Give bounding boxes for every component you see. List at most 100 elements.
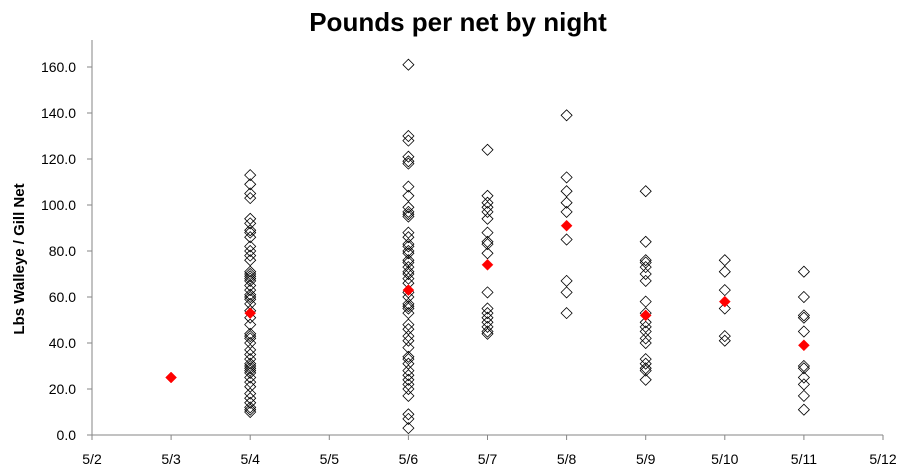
data-point [244, 231, 257, 244]
data-point [244, 226, 257, 239]
data-point [402, 208, 415, 221]
data-point [639, 274, 652, 287]
data-point [639, 267, 652, 281]
data-point [481, 286, 494, 299]
mean-point [639, 309, 652, 322]
data-point [244, 405, 257, 419]
data-point [797, 371, 810, 384]
data-point [481, 196, 494, 209]
data-point [481, 311, 494, 324]
data-point [481, 325, 494, 338]
data-point [402, 150, 415, 163]
data-point [244, 169, 257, 182]
data-point [244, 327, 257, 340]
data-point [244, 212, 257, 225]
data-point [244, 265, 257, 278]
data-point [402, 357, 415, 370]
data-point [481, 189, 494, 202]
data-point [481, 247, 494, 260]
data-point [560, 307, 573, 320]
y-tick-label: 80.0 [49, 243, 76, 259]
data-point [402, 58, 415, 71]
data-point [402, 180, 415, 193]
data-point [639, 373, 652, 386]
data-point [402, 364, 415, 377]
data-point [402, 210, 415, 223]
data-point [402, 382, 415, 396]
data-point [797, 362, 810, 375]
data-point [244, 192, 257, 205]
data-point [481, 238, 494, 251]
data-point [402, 201, 415, 214]
mean-point [165, 371, 177, 384]
data-point [244, 371, 257, 384]
x-tick-label: 5/8 [557, 451, 577, 467]
data-point [560, 233, 573, 246]
y-axis-label: Lbs Walleye / Gill Net [11, 183, 28, 334]
data-point [244, 249, 257, 262]
data-point [244, 357, 257, 370]
data-point [402, 412, 415, 425]
data-point [244, 330, 257, 343]
data-point [402, 267, 415, 281]
data-point [244, 187, 257, 200]
y-tick-label: 120.0 [41, 151, 76, 167]
x-tick-label: 5/9 [636, 451, 656, 467]
y-tick-label: 0.0 [57, 427, 77, 443]
data-point [560, 196, 573, 209]
axes [87, 40, 884, 440]
data-point [402, 129, 415, 143]
chart-title: Pounds per net by night [309, 7, 607, 37]
data-point [244, 178, 257, 191]
data-point [481, 302, 494, 315]
data-point [402, 302, 415, 315]
data-points [165, 58, 810, 435]
data-point [244, 274, 257, 287]
data-point [402, 323, 415, 336]
data-point [244, 396, 257, 409]
x-tick-label: 5/5 [320, 451, 340, 467]
data-point [244, 240, 257, 253]
data-point [560, 286, 573, 299]
data-point [797, 290, 810, 304]
data-point [402, 238, 415, 251]
data-point [402, 334, 415, 347]
data-point [481, 143, 494, 156]
data-point [639, 357, 652, 370]
data-point [244, 244, 257, 258]
data-point [797, 403, 810, 416]
data-point [560, 205, 573, 218]
x-tick-label: 5/12 [869, 451, 896, 467]
data-point [402, 300, 415, 313]
data-point [797, 265, 810, 278]
y-tick-labels: 0.0 20.0 40.0 60.0 80.0 100.0 120.0 140.0 160.0 [41, 59, 76, 443]
data-point [244, 290, 257, 304]
x-tick-label: 5/6 [399, 451, 419, 467]
x-tick-label: 5/2 [82, 451, 102, 467]
data-point [639, 235, 652, 248]
mean-point [560, 219, 573, 232]
data-point [560, 185, 573, 198]
x-tick-label: 5/3 [161, 451, 181, 467]
data-point [402, 155, 415, 168]
data-point [481, 307, 494, 320]
data-point [402, 369, 415, 382]
data-point [402, 373, 415, 386]
data-point [718, 254, 731, 267]
data-point [402, 297, 415, 310]
data-point [797, 389, 810, 402]
data-point [244, 401, 257, 414]
data-point [402, 261, 415, 274]
data-point [481, 201, 494, 214]
y-tick-label: 60.0 [49, 289, 76, 305]
data-point [244, 217, 257, 230]
mean-point [481, 258, 494, 271]
data-point [244, 387, 257, 400]
data-point [560, 171, 573, 184]
data-point [797, 378, 810, 391]
data-point [718, 284, 731, 297]
data-point [481, 205, 494, 218]
y-tick-label: 140.0 [41, 105, 76, 121]
data-point [402, 247, 415, 260]
